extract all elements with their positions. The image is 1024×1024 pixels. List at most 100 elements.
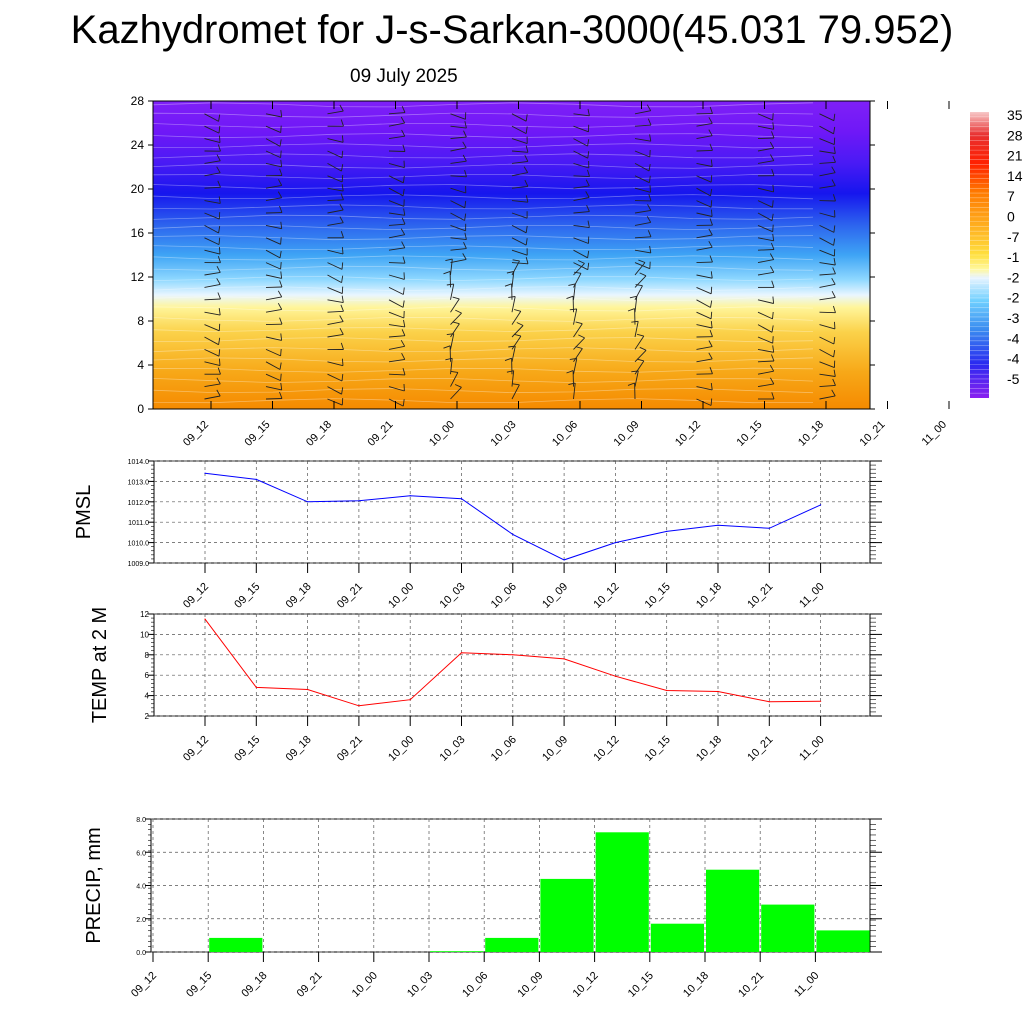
wind-barb-shaft	[327, 310, 344, 313]
wind-barb-shaft	[450, 323, 460, 338]
wind-barb-shaft	[450, 175, 467, 178]
data-point	[717, 524, 719, 526]
wind-barb-shaft	[573, 175, 590, 178]
wind-barb-shaft	[511, 249, 528, 256]
wind-barb-shaft	[819, 273, 836, 276]
wind-barb-flag	[708, 352, 713, 360]
wind-barb-flag	[277, 191, 283, 198]
wind-barb-shaft	[388, 299, 404, 308]
wind-barb-flag	[587, 220, 590, 228]
wind-barb-flag	[577, 260, 585, 264]
contour-line	[152, 163, 814, 169]
wind-barb-shaft	[450, 160, 467, 164]
wind-barb-flag	[340, 304, 344, 312]
wind-barb-shaft	[265, 361, 281, 370]
wind-barb-flag	[340, 342, 344, 350]
wind-barb-flag	[831, 179, 836, 186]
wind-barb-shaft	[327, 286, 343, 295]
wind-barb-shaft	[265, 348, 281, 357]
wind-barb-flag	[217, 180, 221, 188]
wind-barb-shaft	[819, 361, 835, 369]
wind-barb-shaft	[388, 247, 405, 251]
wind-barb-flag	[218, 247, 221, 255]
wind-barb-shaft	[819, 349, 834, 358]
y-tick-label: 16	[131, 226, 145, 240]
wind-barb-shaft	[573, 263, 585, 276]
color-scale-bar: 35 28 21 14 7 0 -7 -1 -2 -2 -3 -4 -4 -5	[970, 107, 1023, 398]
wind-barb-shaft	[696, 311, 712, 320]
wind-barb-shaft	[327, 321, 344, 326]
x-tick-label: 10_12	[571, 970, 601, 1000]
y-tick-label: 1012.0	[128, 500, 150, 507]
wind-barb-shaft	[634, 360, 645, 375]
wind-barb-shaft	[265, 197, 282, 202]
y-tick-label: 1011.0	[128, 520, 149, 527]
heatmap-field	[153, 101, 870, 409]
wind-barb-shaft	[757, 271, 774, 276]
wind-barb-shaft	[696, 358, 713, 363]
wind-barb-flag	[585, 179, 590, 187]
wind-barb-flag	[279, 205, 283, 213]
wind-barb-flag	[647, 230, 652, 237]
wind-barb-flag	[504, 283, 512, 287]
data-point	[820, 700, 822, 702]
wind-barb-flag	[512, 259, 520, 262]
wind-barb-flag	[341, 164, 344, 172]
wind-barb-flag	[217, 292, 221, 300]
wind-barb-flag	[402, 256, 406, 264]
wind-barb-flag	[772, 345, 775, 353]
y-axis-label: PRECIP, mm	[83, 827, 105, 943]
wind-barb-flag	[216, 154, 221, 162]
wind-barb-flag	[341, 150, 344, 158]
wind-barb-shaft	[388, 175, 404, 184]
wind-barb-flag	[575, 346, 583, 349]
wind-barb-shaft	[634, 249, 651, 254]
wind-barb-shaft	[450, 125, 467, 129]
wind-barb-flag	[279, 280, 283, 288]
wind-barb-flag	[339, 315, 344, 322]
y-tick-label: 1009.0	[128, 561, 150, 568]
wind-barb-shaft	[696, 234, 713, 239]
wind-barb-shaft	[634, 187, 651, 193]
wind-barb-shaft	[573, 138, 588, 147]
precip-bar	[595, 832, 649, 952]
x-tick-label: 09_12	[181, 734, 211, 764]
wind-barb-flag	[445, 357, 453, 361]
wind-barb-flag	[462, 141, 467, 149]
wind-barb-flag	[443, 345, 451, 349]
temp-chart: 2 4 6 8 10 12 09_12 09_15 09_18 09_21 10_00 10_03 10…	[89, 607, 882, 764]
wind-barb-shaft	[573, 262, 589, 271]
wind-barb-flag	[218, 349, 221, 357]
wind-barb-flag	[339, 203, 344, 211]
wind-barb-shaft	[511, 172, 528, 177]
wind-barb-flag	[216, 265, 221, 273]
y-tick-label: 0	[137, 402, 144, 416]
contour-line	[152, 398, 814, 404]
wind-barb-flag	[575, 321, 583, 325]
wind-barb-shaft	[450, 258, 467, 264]
wind-barb-shaft	[204, 172, 221, 177]
wind-barb-flag	[216, 166, 221, 174]
wind-barb-flag	[403, 319, 406, 327]
wind-barb-shaft	[634, 175, 650, 184]
wind-barb-flag	[452, 296, 460, 300]
wind-barb-flag	[833, 126, 836, 134]
precip-bar	[650, 923, 704, 952]
y-tick-label: 1014.0	[128, 459, 150, 466]
wind-barb-flag	[709, 255, 713, 263]
y-tick-label: 2	[145, 712, 150, 721]
wind-barb-shaft	[265, 125, 281, 134]
wind-barb-shaft	[634, 262, 646, 276]
wind-barb-shaft	[696, 261, 713, 264]
wind-barb-shaft	[327, 150, 343, 159]
wind-barb-shaft	[388, 162, 405, 169]
wind-barb-shaft	[819, 324, 836, 330]
wind-barb-shaft	[204, 113, 219, 122]
data-point	[512, 654, 514, 656]
colorbar-gradient	[970, 112, 989, 398]
wind-barb-flag	[443, 270, 451, 275]
wind-barb-shaft	[327, 163, 342, 172]
wind-barb-shaft	[388, 234, 405, 239]
y-tick-label: 8	[137, 314, 144, 328]
y-tick-label: 1010.0	[128, 541, 150, 548]
